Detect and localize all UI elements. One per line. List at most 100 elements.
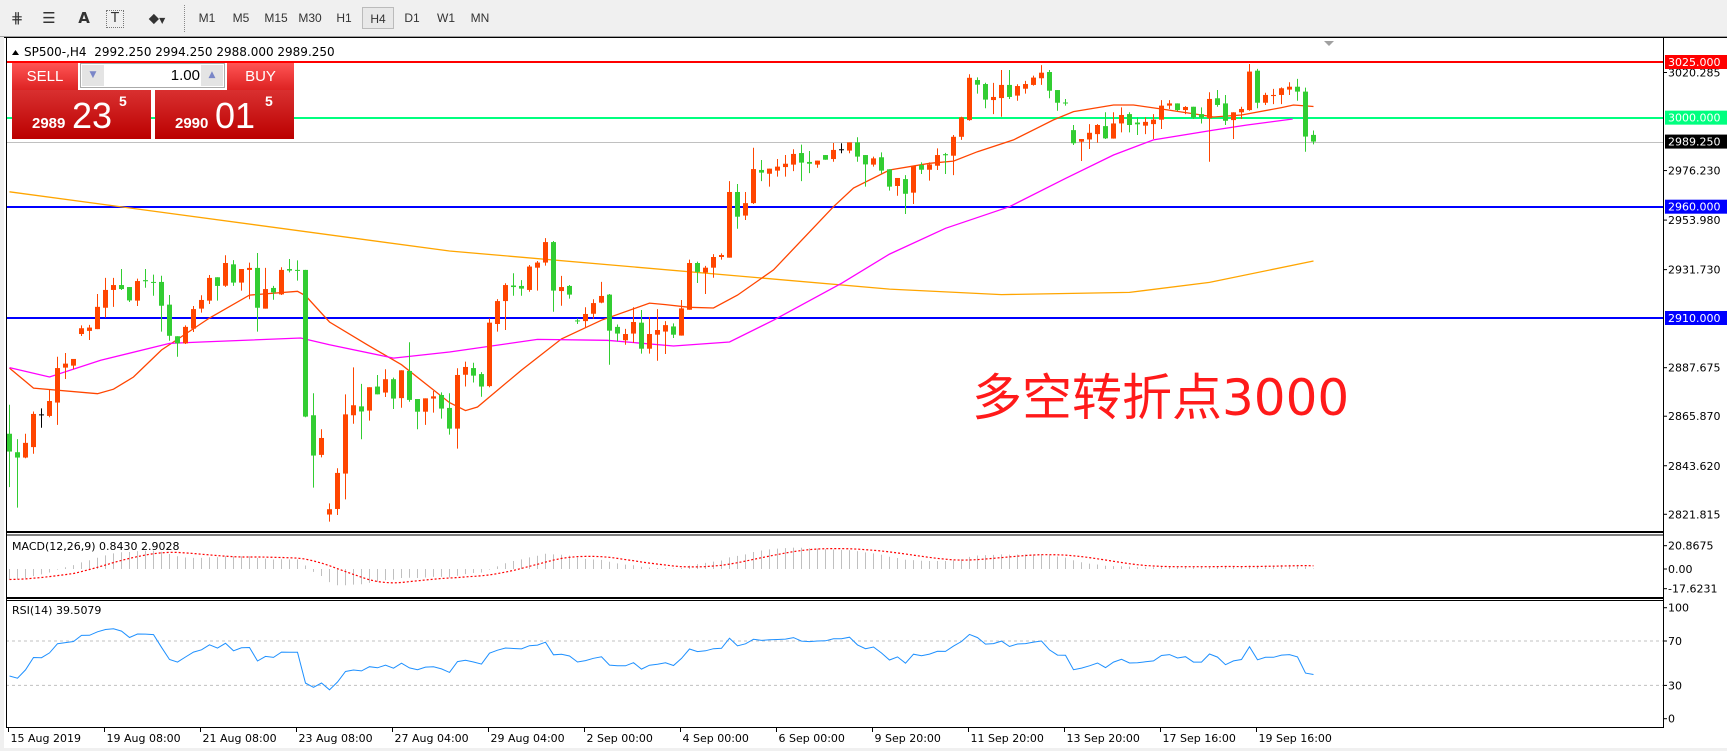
candle-body [119, 285, 124, 290]
arrows-dropdown-icon[interactable]: ⬥▼ [140, 7, 174, 29]
price-tick-label: 2821.815 [1668, 508, 1721, 521]
candle-body [143, 280, 148, 282]
candle-body [1159, 105, 1164, 120]
candle-body [7, 433, 12, 452]
buy-button[interactable]: BUY [227, 63, 294, 90]
one-click-trading-panel: SELL ▼ 1.00 ▲ BUY 2989 23 5 2990 01 5 [12, 63, 294, 139]
timeframe-mn[interactable]: MN [470, 11, 490, 25]
candle-body [975, 80, 980, 85]
time-tick-label: 4 Sep 00:00 [683, 732, 749, 745]
candle-body [647, 334, 652, 349]
title-triangle-icon [12, 50, 19, 55]
indicator-axes: 20.8675 0.00 -17.6231 100 70 30 0 [1663, 540, 1717, 726]
candle-body [711, 256, 716, 268]
macd-scale-label: 0.00 [1668, 563, 1693, 576]
timeframe-h4[interactable]: H4 [362, 7, 394, 29]
toolbar: ⋕ ☰ A T ⬥▼ M1 M5 M15 M30 H1 H4 D1 W1 MN [0, 0, 1727, 37]
candle-body [967, 77, 972, 121]
lot-size-input[interactable]: 1.00 [170, 67, 200, 84]
candle-body [1191, 106, 1196, 118]
lot-increase-icon[interactable]: ▲ [201, 65, 223, 86]
candle-body [1143, 121, 1148, 126]
candle-body [479, 374, 484, 387]
candle-body [1167, 103, 1172, 106]
chart-studies-icon[interactable]: ⋕ [10, 9, 24, 27]
candle-body [695, 263, 700, 272]
candle-body [935, 155, 940, 166]
candle-body [991, 96, 996, 101]
candle-body [1247, 71, 1252, 111]
buy-price-button[interactable]: 2990 01 5 [155, 90, 294, 139]
level-price-label-bg [1665, 310, 1727, 325]
chart-shift-marker-icon[interactable] [1324, 41, 1334, 46]
candle-body [1279, 88, 1284, 95]
timeframe-m1[interactable]: M1 [198, 11, 216, 25]
text-label-icon[interactable]: T [106, 10, 124, 28]
candle-body [335, 472, 340, 509]
macd-panel [9, 547, 1314, 586]
candle-body [1239, 108, 1244, 113]
candle-body [111, 285, 116, 290]
candle-body [71, 358, 76, 366]
timeframe-h1[interactable]: H1 [336, 11, 352, 25]
candle-body [855, 142, 860, 157]
fibonacci-icon[interactable]: ☰ [42, 9, 56, 27]
price-tick-label: 2887.675 [1668, 362, 1721, 375]
time-tick-label: 19 Aug 08:00 [107, 732, 181, 745]
timeframe-d1[interactable]: D1 [404, 11, 420, 25]
price-tick-label: 3020.285 [1668, 66, 1721, 79]
candle-body [591, 303, 596, 314]
candle-body [1271, 94, 1276, 97]
sell-price-prefix: 2989 [32, 115, 66, 132]
candle-body [607, 294, 612, 331]
price-tick-label: 2976.230 [1668, 165, 1721, 178]
candle-body [159, 281, 164, 306]
candle-body [191, 309, 196, 329]
candle-body [319, 437, 324, 455]
candle-body [1175, 103, 1180, 111]
text-icon[interactable]: A [78, 9, 90, 27]
candle-body [511, 285, 516, 288]
candle-body [255, 267, 260, 308]
timeframe-m30[interactable]: M30 [298, 11, 322, 25]
candle-body [47, 401, 52, 416]
candle-body [671, 326, 676, 335]
candle-body [1287, 86, 1292, 90]
time-tick-label: 19 Sep 16:00 [1259, 732, 1332, 745]
candle-body [431, 396, 436, 399]
candle-body [415, 399, 420, 412]
candle-body [559, 287, 564, 292]
timeframe-m15[interactable]: M15 [264, 11, 288, 25]
candle-body [39, 414, 44, 416]
lot-size-stepper[interactable]: ▼ 1.00 ▲ [80, 63, 225, 88]
candle-body [583, 313, 588, 322]
rsi-label: RSI(14) 39.5079 [12, 604, 101, 617]
candle-body [567, 285, 572, 295]
candle-body [663, 325, 668, 332]
candle-body [759, 169, 764, 173]
sell-button[interactable]: SELL [12, 63, 78, 90]
timeframe-w1[interactable]: W1 [437, 11, 455, 25]
time-axis: 15 Aug 2019 19 Aug 08:00 21 Aug 08:00 23 Au… [8, 728, 1332, 745]
candle-body [351, 405, 356, 416]
candle-body [303, 269, 308, 417]
rsi-line [9, 628, 1314, 691]
lot-decrease-icon[interactable]: ▼ [82, 65, 104, 86]
chart-annotation-text: 多空转折点3000 [972, 369, 1350, 427]
candle-body [279, 269, 284, 295]
sell-price-fraction: 5 [119, 93, 127, 109]
candle-body [295, 269, 300, 271]
level-price-label: 3000.000 [1668, 112, 1721, 125]
candle-body [1039, 72, 1044, 79]
candle-body [367, 387, 372, 411]
level-price-label-bg [1665, 199, 1727, 214]
candle-body [983, 84, 988, 100]
time-tick-label: 23 Aug 08:00 [299, 732, 373, 745]
candle-body [15, 452, 20, 458]
candle-body [799, 153, 804, 163]
candle-body [1007, 84, 1012, 97]
timeframe-m5[interactable]: M5 [232, 11, 250, 25]
candle-body [767, 168, 772, 174]
sell-price-button[interactable]: 2989 23 5 [12, 90, 151, 139]
